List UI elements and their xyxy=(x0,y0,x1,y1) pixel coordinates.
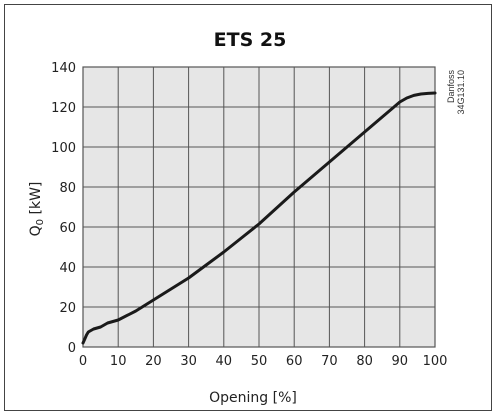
y-tick-label: 20 xyxy=(59,301,76,316)
x-tick-label: 90 xyxy=(392,354,409,369)
series-line xyxy=(81,91,437,345)
x-tick-label: 0 xyxy=(79,354,87,369)
y-tick-label: 120 xyxy=(51,101,76,116)
y-axis-label-main: Q xyxy=(28,225,44,236)
chart-title: ETS 25 xyxy=(214,29,287,51)
y-axis-label: Q0 [kW] xyxy=(28,182,46,237)
y-tick-label: 140 xyxy=(51,61,76,76)
x-axis-label: Opening [%] xyxy=(209,390,297,406)
x-tick-label: 80 xyxy=(356,354,373,369)
x-tick-label: 20 xyxy=(145,354,162,369)
chart-svg: ETS 25 0 10 20 30 40 50 60 70 80 90 100 0 20 40 60 80 1… xyxy=(28,29,466,406)
y-tick-label: 100 xyxy=(51,141,76,156)
chart-frame: ETS 25 0 10 20 30 40 50 60 70 80 90 100 0 20 40 60 80 1… xyxy=(4,4,492,411)
y-tick-label: 40 xyxy=(59,261,76,276)
x-tick-label: 10 xyxy=(110,354,127,369)
x-tick-label: 70 xyxy=(321,354,338,369)
x-tick-label: 50 xyxy=(251,354,268,369)
y-tick-label: 80 xyxy=(59,181,76,196)
x-tick-label: 40 xyxy=(216,354,233,369)
y-tick-label: 60 xyxy=(59,221,76,236)
y-tick-label: 0 xyxy=(68,341,76,356)
x-tick-labels: 0 10 20 30 40 50 60 70 80 90 100 xyxy=(79,354,448,369)
x-tick-label: 60 xyxy=(286,354,303,369)
y-tick-labels: 0 20 40 60 80 100 120 140 xyxy=(51,61,76,356)
x-tick-label: 100 xyxy=(423,354,448,369)
y-axis-label-subscript: 0 xyxy=(35,219,46,225)
y-axis-label-unit: [kW] xyxy=(28,182,44,219)
side-note-code: 34G131.10 xyxy=(456,70,466,115)
plot-border xyxy=(82,66,436,348)
side-note-brand: Danfoss xyxy=(446,70,456,104)
x-tick-label: 30 xyxy=(180,354,197,369)
